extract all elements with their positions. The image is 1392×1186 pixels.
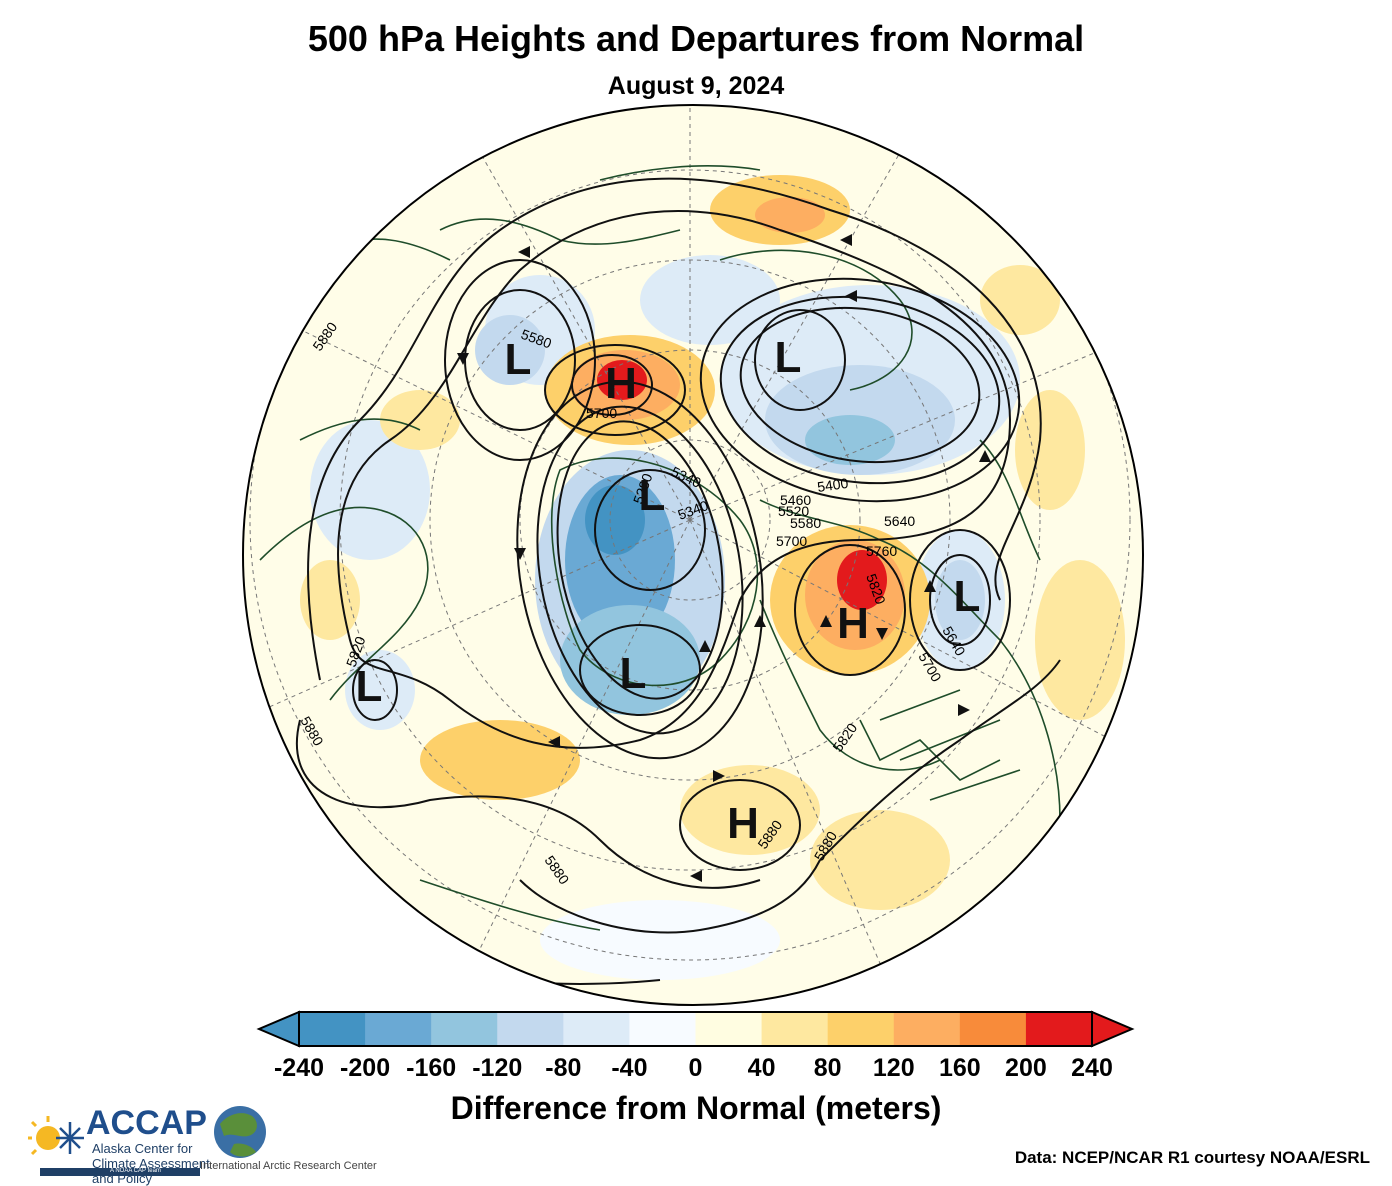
flow-arrows: [457, 234, 991, 882]
flow-arrow: [548, 736, 560, 748]
low-center: L: [356, 662, 383, 711]
colorbar-tick-label: 160: [938, 1054, 981, 1082]
colorbar-segment: [1025, 1012, 1093, 1046]
iarc-logo-subtitle: International Arctic Research Center: [200, 1160, 377, 1172]
globe-outline: [242, 104, 1144, 1006]
colorbar: [256, 1010, 1135, 1048]
flow-arrow: [690, 870, 702, 882]
map-title: 500 hPa Heights and Departures from Norm…: [307, 18, 1085, 59]
flow-arrow: [457, 353, 469, 365]
contour-label: 5400: [816, 475, 849, 495]
flow-arrow: [754, 615, 766, 627]
height-contours: [295, 177, 1061, 985]
flow-arrow: [958, 704, 970, 716]
contour-label: 5580: [790, 515, 821, 531]
colorbar-tick-label: -40: [611, 1054, 648, 1082]
colorbar-tick-label: 0: [688, 1054, 703, 1082]
colorbar-segment: [761, 1012, 829, 1046]
accap-logo-bar: [40, 1168, 200, 1176]
flow-arrow: [840, 234, 852, 246]
colorbar-tick-label: -240: [273, 1054, 325, 1082]
colorbar-segment: [629, 1012, 696, 1046]
low-center: L: [775, 333, 802, 382]
high-center: H: [605, 359, 637, 408]
flow-arrow: [979, 450, 991, 462]
colorbar-segment: [893, 1012, 961, 1046]
colorbar-segment: [431, 1012, 498, 1046]
contour-label: 5700: [586, 405, 617, 421]
colorbar-segment: [563, 1012, 630, 1046]
low-center: L: [505, 335, 532, 384]
flow-arrow: [820, 615, 832, 627]
globe-icon: [214, 1106, 266, 1158]
data-credit: Data: NCEP/NCAR R1 courtesy NOAA/ESRL: [1014, 1148, 1370, 1167]
colorbar-tick-label: 200: [1005, 1054, 1047, 1082]
accap-logo-tag: A NOAA CAP team: [110, 1168, 161, 1174]
accap-logo-subtitle: Alaska Center for Climate Assessment and…: [92, 1141, 210, 1186]
sun-snowflake-icon: [28, 1116, 84, 1156]
flow-arrow: [924, 580, 936, 592]
colorbar-tick-label: -80: [545, 1054, 582, 1082]
colorbar-segment: [365, 1012, 432, 1046]
colorbar-segment: [695, 1012, 763, 1046]
anomaly-field: [243, 105, 1143, 1005]
colorbar-tick-label: 40: [747, 1054, 776, 1082]
flow-arrow: [514, 548, 526, 560]
colorbar-tick-label: -160: [406, 1054, 457, 1082]
low-center: L: [639, 471, 666, 520]
flow-arrow: [713, 770, 725, 782]
flow-arrow: [518, 246, 530, 258]
contour-label: 5700: [776, 533, 807, 549]
contour-label: 5460: [780, 492, 811, 508]
accap-logo-text: ACCAP: [86, 1104, 207, 1142]
colorbar-segment: [959, 1012, 1027, 1046]
colorbar-segment: [299, 1012, 366, 1046]
high-center: H: [727, 799, 759, 848]
pressure-centers: L L L L L L H H H: [356, 333, 981, 848]
high-center: H: [837, 599, 869, 648]
colorbar-segment: [827, 1012, 895, 1046]
flow-arrow: [699, 640, 711, 652]
low-center: L: [620, 649, 647, 698]
flow-arrow: [845, 290, 857, 302]
colorbar-tick-label: -200: [340, 1054, 391, 1082]
flow-arrow: [876, 628, 888, 640]
colorbar-title: Difference from Normal (meters): [450, 1090, 942, 1126]
colorbar-tick-label: 240: [1071, 1054, 1113, 1082]
colorbar-tick-label: -120: [472, 1054, 523, 1082]
colorbar-tick-label: 80: [813, 1054, 842, 1082]
colorbar-segment: [497, 1012, 564, 1046]
map-date: August 9, 2024: [607, 72, 785, 100]
colorbar-under-arrow: [256, 1010, 300, 1048]
contour-label: 5640: [884, 513, 915, 529]
colorbar-over-arrow: [1091, 1010, 1135, 1048]
contour-label: 5760: [866, 543, 897, 559]
contour-label: 5520: [778, 503, 809, 519]
colorbar-tick-label: 120: [872, 1054, 915, 1082]
low-center: L: [954, 572, 981, 621]
